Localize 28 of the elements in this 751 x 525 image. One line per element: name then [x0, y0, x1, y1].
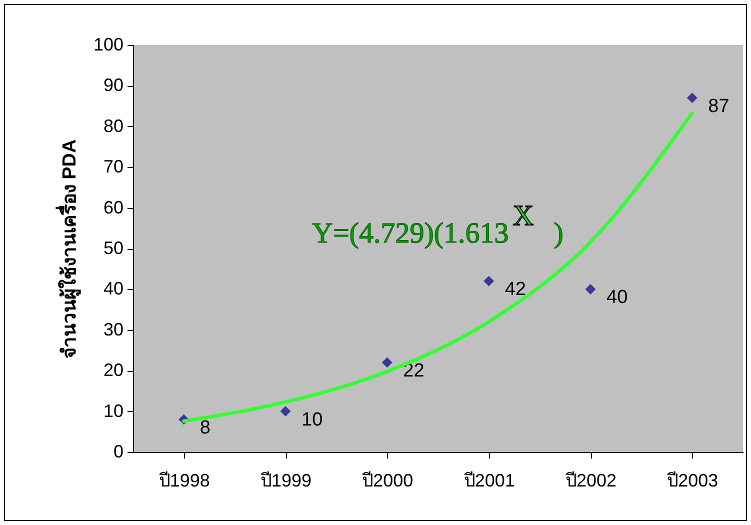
y-tick-label: 0 — [113, 442, 124, 462]
y-tick-label: 10 — [103, 400, 124, 421]
y-tick-label: 60 — [103, 197, 124, 218]
x-tick-label: ปี2001 — [464, 470, 515, 490]
data-label: 87 — [708, 96, 730, 117]
x-tick-label: ปี2003 — [667, 470, 718, 490]
data-label: 10 — [302, 409, 323, 430]
x-tick-label: ปี1999 — [260, 470, 312, 490]
y-tick-label: 70 — [103, 156, 124, 177]
y-tick-label: 20 — [103, 360, 124, 380]
y-axis-title: จำนวนผู้ใช้งานเครื่อง PDA — [55, 139, 82, 359]
data-label: 42 — [504, 279, 526, 300]
y-tick-label: 30 — [103, 319, 124, 340]
point — [686, 92, 698, 104]
x-tick-label: ปี2002 — [565, 470, 617, 490]
point — [484, 276, 494, 286]
y-tick-label: 40 — [103, 278, 124, 299]
x-tick-label: ปี2000 — [362, 470, 414, 490]
x-tick-label: ปี1998 — [158, 470, 210, 490]
point — [280, 406, 291, 417]
y-tick-label: 90 — [103, 75, 124, 96]
y-tick-label: 100 — [93, 34, 124, 54]
y-tick-label: 80 — [103, 116, 124, 136]
point — [382, 357, 392, 368]
point — [585, 284, 596, 294]
y-tick-label: 50 — [103, 238, 124, 258]
data-label: 40 — [606, 287, 628, 308]
data-label: 8 — [200, 417, 210, 438]
